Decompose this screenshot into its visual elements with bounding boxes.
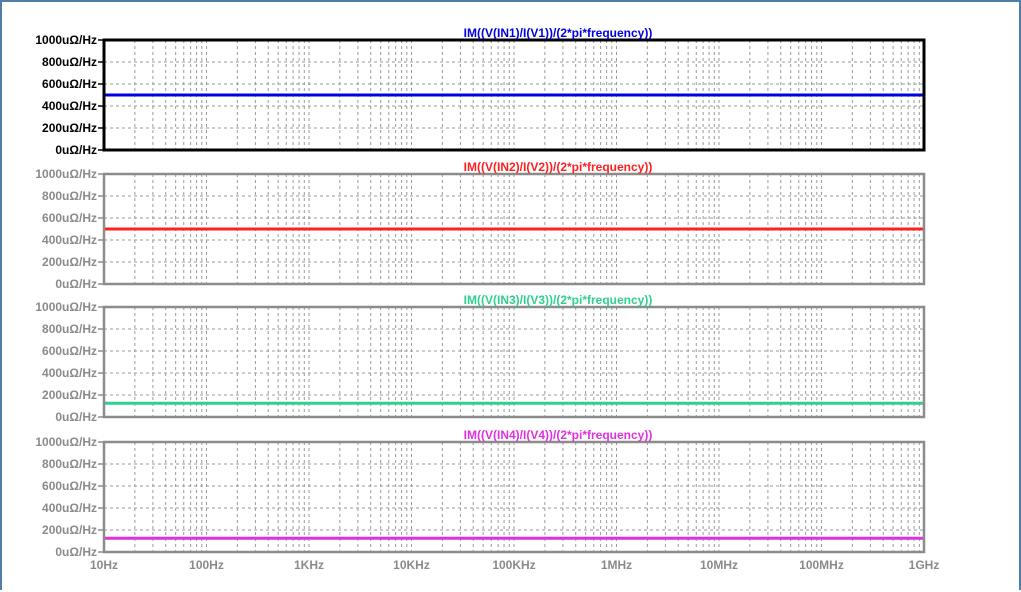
pane-title-2: IM((V(IN2)/I(V2))/(2*pi*frequency))	[464, 160, 653, 174]
y-tick-label: 400uΩ/Hz	[42, 99, 97, 113]
y-tick-label: 0uΩ/Hz	[55, 410, 97, 424]
x-tick-label: 10Hz	[90, 558, 118, 572]
pane-frame	[102, 305, 926, 419]
pane-frame	[102, 440, 926, 554]
pane-frame	[102, 38, 926, 152]
y-tick-label: 600uΩ/Hz	[42, 211, 97, 225]
y-tick-label: 800uΩ/Hz	[42, 189, 97, 203]
y-tick-label: 0uΩ/Hz	[55, 545, 97, 559]
y-tick-label: 1000uΩ/Hz	[35, 167, 97, 181]
x-tick-label: 100MHz	[799, 558, 844, 572]
pane-frame	[102, 172, 926, 286]
y-tick-label: 800uΩ/Hz	[42, 322, 97, 336]
y-tick-label: 800uΩ/Hz	[42, 55, 97, 69]
y-tick-label: 400uΩ/Hz	[42, 501, 97, 515]
y-tick-label: 600uΩ/Hz	[42, 479, 97, 493]
x-tick-label: 100Hz	[189, 558, 224, 572]
y-tick-label: 600uΩ/Hz	[42, 344, 97, 358]
x-tick-label: 10MHz	[700, 558, 738, 572]
pane-title-4: IM((V(IN4)/I(V4))/(2*pi*frequency))	[464, 428, 653, 442]
x-tick-label: 1KHz	[294, 558, 324, 572]
plot-pane-2: 1000uΩ/Hz 800uΩ/Hz 600uΩ/Hz 400uΩ/Hz 200uΩ/H…	[35, 160, 926, 291]
y-tick-label: 400uΩ/Hz	[42, 233, 97, 247]
x-tick-label: 100KHz	[492, 558, 535, 572]
y-tick-label: 800uΩ/Hz	[42, 457, 97, 471]
y-tick-label: 0uΩ/Hz	[55, 143, 97, 157]
y-tick-label: 1000uΩ/Hz	[35, 33, 97, 47]
plot-pane-1: 1000uΩ/Hz 800uΩ/Hz 600uΩ/Hz 400uΩ/Hz 200uΩ/H…	[35, 26, 926, 157]
y-tick-label: 600uΩ/Hz	[42, 77, 97, 91]
y-tick-label: 200uΩ/Hz	[42, 388, 97, 402]
y-tick-label: 1000uΩ/Hz	[35, 435, 97, 449]
x-tick-label: 10KHz	[393, 558, 430, 572]
y-tick-label: 1000uΩ/Hz	[35, 300, 97, 314]
pane-title-3: IM((V(IN3)/I(V3))/(2*pi*frequency))	[464, 293, 653, 307]
pane-title-1: IM((V(IN1)/I(V1))/(2*pi*frequency))	[464, 26, 653, 40]
y-tick-label: 200uΩ/Hz	[42, 523, 97, 537]
plot-pane-4: 1000uΩ/Hz 800uΩ/Hz 600uΩ/Hz 400uΩ/Hz 200uΩ/H…	[35, 428, 926, 559]
x-tick-label: 1GHz	[909, 558, 940, 572]
y-tick-label: 0uΩ/Hz	[55, 277, 97, 291]
y-tick-label: 200uΩ/Hz	[42, 255, 97, 269]
x-tick-label: 1MHz	[601, 558, 632, 572]
plot-pane-3: 1000uΩ/Hz 800uΩ/Hz 600uΩ/Hz 400uΩ/Hz 200uΩ/H…	[35, 293, 926, 424]
y-tick-label: 400uΩ/Hz	[42, 366, 97, 380]
y-tick-label: 200uΩ/Hz	[42, 121, 97, 135]
